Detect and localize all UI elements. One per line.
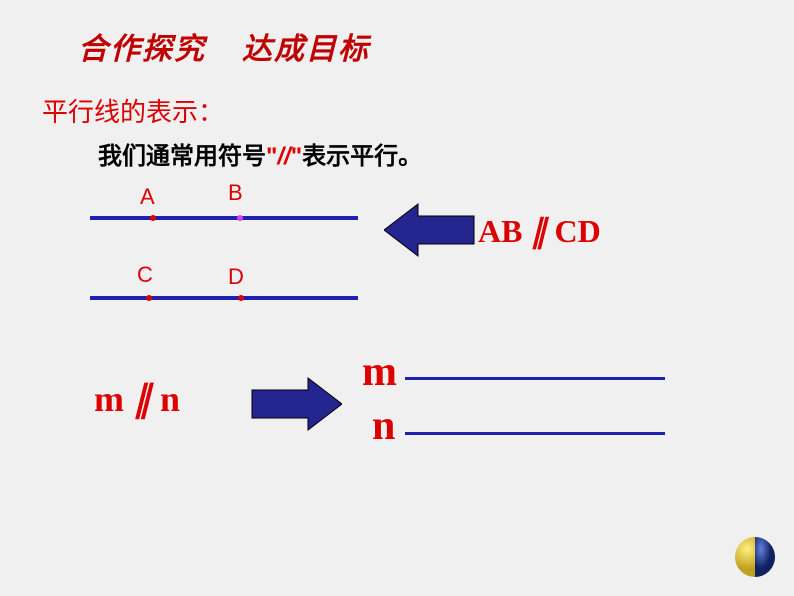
quote-close: " [291,143,302,170]
notation2-left: m [94,379,124,419]
parallel-symbol: // [277,143,290,170]
point-d [238,295,244,301]
body-pre: 我们通常用符号 [98,144,266,170]
label-c: C [137,262,153,288]
line-ab [90,216,358,220]
line-n [405,432,665,435]
body-text: 我们通常用符号"//"表示平行。 [98,136,422,171]
slide-title: 合作探究 达成目标 [78,24,370,68]
line-m [405,377,665,380]
arrow-right-icon [250,376,342,432]
line-cd [90,296,358,300]
notation-m-n: m ∥ n [94,378,180,420]
label-b: B [228,180,243,206]
title-part2: 达成目标 [242,33,370,66]
notation-ab-cd: AB ∥ CD [478,212,601,250]
notation1-parallel: ∥ [530,213,546,249]
point-a [150,215,156,221]
point-b [237,215,243,221]
globe-icon [734,536,776,578]
quote-open: " [266,143,277,170]
label-d: D [228,264,244,290]
label-a: A [140,184,155,210]
label-n: n [372,402,395,450]
subtitle: 平行线的表示： [42,92,224,129]
label-m: m [362,348,397,396]
notation2-right: n [160,379,180,419]
body-post: 表示平行。 [302,144,422,170]
title-part1: 合作探究 [78,33,206,66]
point-c [146,295,152,301]
notation1-left: AB [478,213,522,249]
notation2-parallel: ∥ [133,379,151,419]
arrow-left-icon [384,202,476,258]
notation1-right: CD [554,213,600,249]
